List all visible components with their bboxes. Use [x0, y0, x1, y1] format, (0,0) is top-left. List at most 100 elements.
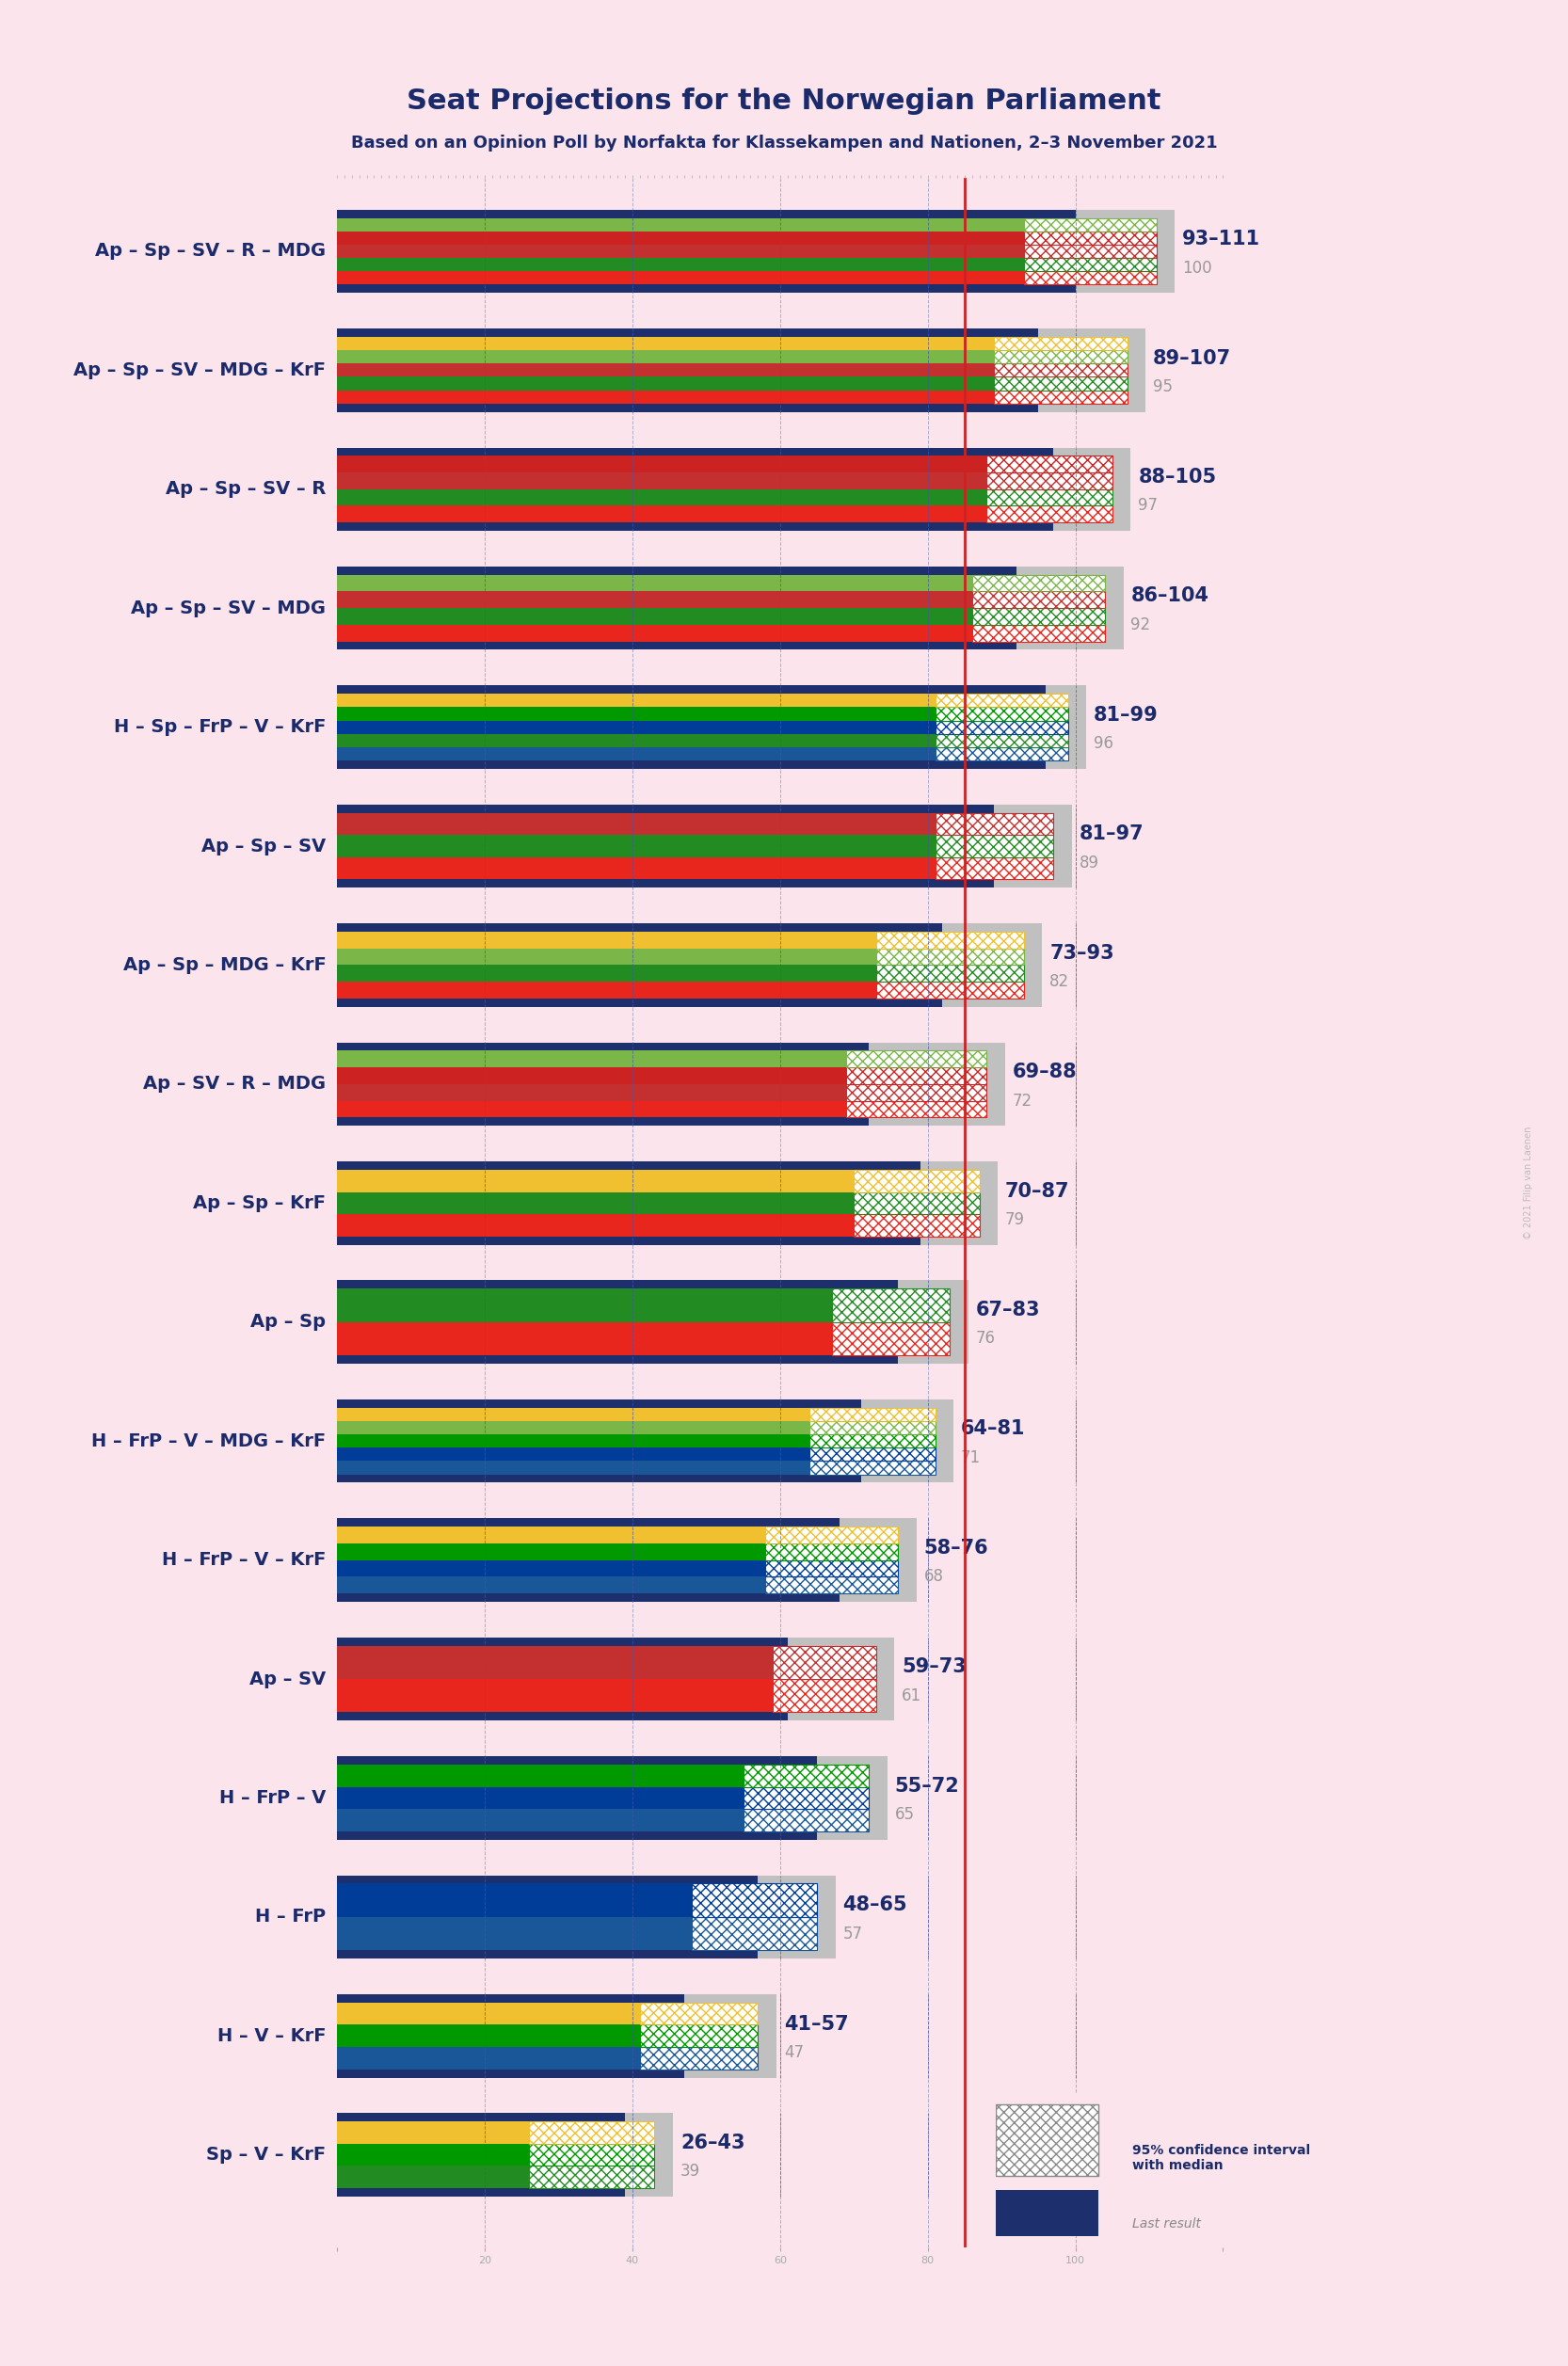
Bar: [1024, 244, 1157, 258]
Text: 92: 92: [1131, 618, 1151, 634]
Bar: [337, 1162, 920, 1245]
Bar: [986, 457, 1112, 473]
Bar: [640, 2047, 757, 2070]
Text: 69–88: 69–88: [1013, 1062, 1077, 1081]
Bar: [337, 2165, 528, 2189]
Bar: [855, 1169, 980, 1192]
Bar: [994, 364, 1127, 376]
Text: Ap – Sp – SV – MDG: Ap – Sp – SV – MDG: [132, 599, 326, 618]
Bar: [337, 835, 935, 856]
Bar: [640, 2047, 757, 2070]
Bar: [743, 1786, 869, 1810]
Bar: [743, 1786, 869, 1810]
Bar: [994, 390, 1127, 405]
Text: 72: 72: [1013, 1093, 1032, 1110]
Text: 57: 57: [844, 1926, 862, 1942]
Bar: [337, 1434, 809, 1448]
Bar: [765, 1559, 898, 1576]
Bar: [935, 722, 1068, 733]
Text: Ap – Sp – SV – R: Ap – Sp – SV – R: [166, 480, 326, 499]
Text: Ap – SV: Ap – SV: [249, 1670, 326, 1687]
Bar: [337, 1448, 809, 1460]
Bar: [1024, 232, 1157, 244]
Bar: [337, 232, 1024, 244]
Text: H – FrP – V – KrF: H – FrP – V – KrF: [162, 1552, 326, 1569]
Text: H – V – KrF: H – V – KrF: [218, 2028, 326, 2044]
Bar: [337, 2122, 528, 2144]
Bar: [935, 693, 1068, 707]
Bar: [528, 2113, 673, 2196]
Bar: [972, 592, 1105, 608]
Bar: [994, 364, 1127, 376]
Bar: [996, 2106, 1099, 2177]
Bar: [935, 707, 1068, 722]
Bar: [691, 1883, 817, 1916]
Text: 79: 79: [1005, 1211, 1025, 1228]
Text: 82: 82: [1049, 972, 1069, 991]
Bar: [765, 1543, 898, 1559]
Bar: [986, 490, 1112, 506]
Bar: [337, 1756, 817, 1841]
Bar: [337, 1289, 831, 1323]
Bar: [809, 1448, 935, 1460]
Bar: [935, 733, 1068, 748]
Bar: [765, 1543, 898, 1559]
Bar: [337, 565, 1016, 651]
Bar: [337, 932, 877, 949]
Text: 95% confidence interval
with median: 95% confidence interval with median: [1132, 2144, 1311, 2172]
Text: Ap – Sp – KrF: Ap – Sp – KrF: [193, 1195, 326, 1211]
Bar: [337, 608, 972, 625]
Bar: [765, 1559, 898, 1576]
Bar: [337, 2113, 626, 2196]
Bar: [809, 1460, 935, 1474]
Text: 48–65: 48–65: [844, 1895, 908, 1914]
Bar: [847, 1067, 986, 1084]
Bar: [809, 1434, 935, 1448]
Bar: [972, 592, 1105, 608]
Bar: [935, 686, 1087, 769]
Text: 93–111: 93–111: [1182, 230, 1261, 248]
Text: H – FrP – V: H – FrP – V: [220, 1789, 326, 1808]
Bar: [935, 748, 1068, 759]
Bar: [337, 1067, 847, 1084]
Bar: [765, 1519, 917, 1602]
Text: 76: 76: [975, 1330, 996, 1346]
Bar: [972, 565, 1123, 651]
Bar: [994, 376, 1127, 390]
Bar: [337, 2025, 640, 2047]
Bar: [337, 2144, 528, 2165]
Bar: [809, 1460, 935, 1474]
Bar: [972, 608, 1105, 625]
Bar: [765, 1526, 898, 1543]
Text: 81–99: 81–99: [1094, 705, 1159, 724]
Bar: [765, 1576, 898, 1592]
Bar: [1024, 244, 1157, 258]
Bar: [743, 1765, 869, 1786]
Bar: [996, 2106, 1099, 2177]
Bar: [337, 2047, 640, 2070]
Bar: [337, 376, 994, 390]
Text: 65: 65: [894, 1805, 914, 1824]
Bar: [994, 350, 1127, 364]
Text: 61: 61: [902, 1687, 922, 1704]
Bar: [743, 1810, 869, 1831]
Text: Last result: Last result: [1132, 2217, 1201, 2231]
Bar: [809, 1422, 935, 1434]
Text: 64–81: 64–81: [961, 1420, 1025, 1439]
Bar: [337, 244, 1024, 258]
Bar: [877, 949, 1024, 965]
Bar: [337, 1422, 809, 1434]
Bar: [877, 965, 1024, 982]
Bar: [1024, 258, 1157, 272]
Bar: [877, 932, 1024, 949]
Bar: [691, 1883, 817, 1916]
Bar: [337, 592, 972, 608]
Bar: [809, 1398, 953, 1483]
Bar: [337, 490, 986, 506]
Bar: [847, 1084, 986, 1100]
Bar: [935, 748, 1068, 759]
Text: 73–93: 73–93: [1049, 944, 1115, 963]
Text: 59–73: 59–73: [902, 1659, 966, 1677]
Bar: [640, 2025, 757, 2047]
Bar: [765, 1576, 898, 1592]
